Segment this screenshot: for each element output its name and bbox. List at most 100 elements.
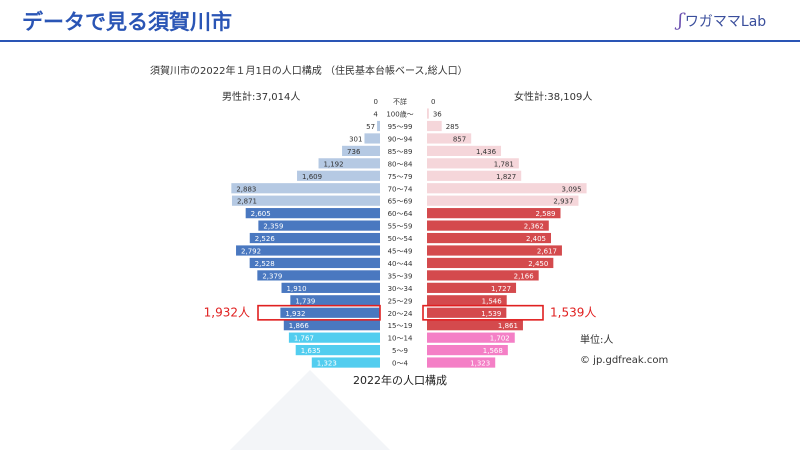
female-value-label: 1,727 — [491, 285, 511, 293]
male-bar — [288, 332, 380, 343]
male-value-label: 2,528 — [255, 260, 275, 268]
age-tick-label: 95～99 — [388, 123, 413, 131]
age-tick-label: 不詳 — [393, 97, 407, 106]
age-tick-label: 0～4 — [392, 360, 408, 368]
age-tick-label: 5～9 — [392, 347, 408, 355]
female-value-label: 2,589 — [535, 210, 555, 218]
female-value-label: 0 — [431, 98, 435, 106]
female-bar — [427, 108, 429, 119]
male-bar — [280, 307, 380, 318]
age-tick-label: 35～39 — [388, 272, 413, 280]
age-tick-label: 80～84 — [388, 160, 413, 168]
age-tick-label: 90～94 — [388, 135, 413, 143]
female-value-label: 1,436 — [476, 148, 497, 156]
male-value-label: 2,379 — [262, 272, 282, 280]
female-bar — [427, 307, 507, 318]
male-value-label: 2,871 — [237, 198, 257, 206]
female-value-label: 3,095 — [562, 185, 582, 193]
male-value-label: 2,359 — [263, 223, 283, 231]
female-bar — [427, 270, 539, 281]
age-tick-label: 75～79 — [388, 173, 413, 181]
male-bar — [290, 295, 380, 306]
female-bar — [427, 145, 502, 156]
female-bar — [427, 133, 472, 144]
age-tick-label: 45～49 — [388, 248, 413, 256]
female-highlight-box — [422, 304, 544, 321]
female-value-label: 1,568 — [483, 347, 503, 355]
age-tick-label: 40～44 — [388, 260, 413, 268]
male-value-label: 2,792 — [241, 248, 261, 256]
female-value-label: 1,827 — [496, 173, 516, 181]
female-bar — [427, 295, 507, 306]
age-tick-label: 50～54 — [388, 235, 413, 243]
female-bar — [427, 220, 549, 231]
female-value-label: 1,323 — [470, 360, 490, 368]
female-bar — [427, 232, 552, 244]
chart-caption: 2022年の人口構成 — [353, 373, 447, 387]
female-bar — [427, 282, 517, 293]
unit-label: 単位:人 — [580, 333, 613, 346]
female-value-label: 2,937 — [553, 198, 573, 206]
age-tick-label: 20～24 — [388, 310, 413, 318]
female-bar — [427, 120, 442, 132]
chart-subtitle: 須賀川市の2022年１月1日の人口構成 （住民基本台帳ベース,総人口） — [150, 64, 468, 77]
bars-layer: 不詳 0 0 100歳～ 4 36 95～99 57 285 90～94 301 857 85～89 73… — [231, 97, 587, 368]
header-divider — [0, 40, 800, 42]
male-highlight-label: 1,932人 — [204, 306, 250, 320]
female-value-label: 1,702 — [490, 335, 510, 343]
female-value-label: 1,546 — [482, 297, 503, 305]
female-value-label: 2,166 — [514, 272, 535, 280]
highlight-layer: 1,932人 1,539人 — [204, 304, 596, 321]
male-value-label: 57 — [366, 123, 375, 131]
female-total-label: 女性計:38,109人 — [514, 90, 592, 103]
male-value-label: 0 — [374, 98, 378, 106]
page-title: データで見る須賀川市 — [22, 10, 232, 34]
female-bar — [427, 320, 523, 331]
male-bar — [311, 357, 380, 368]
age-tick-label: 30～34 — [388, 285, 413, 293]
female-value-label: 36 — [433, 111, 442, 119]
male-bar — [318, 158, 380, 169]
female-value-label: 2,617 — [537, 248, 557, 256]
female-bar — [427, 195, 579, 206]
male-value-label: 1,739 — [295, 297, 315, 305]
male-value-label: 1,767 — [294, 335, 314, 343]
male-bar — [281, 282, 380, 293]
age-tick-label: 70～74 — [388, 185, 413, 193]
male-value-label: 4 — [373, 111, 378, 119]
female-bar — [427, 208, 561, 219]
credit-label: © jp.gdfreak.com — [580, 355, 668, 366]
male-bar — [236, 245, 380, 256]
female-value-label: 1,861 — [498, 322, 518, 330]
male-value-label: 736 — [347, 148, 361, 156]
female-bar — [427, 332, 515, 343]
male-bar — [257, 270, 380, 281]
male-value-label: 1,635 — [301, 347, 321, 355]
male-bar — [245, 208, 380, 219]
age-tick-label: 85～89 — [388, 148, 413, 156]
age-tick-label: 65～69 — [388, 198, 413, 206]
male-bar — [364, 133, 380, 144]
female-value-label: 1,539 — [481, 310, 501, 318]
male-bar — [342, 145, 380, 156]
male-value-label: 1,866 — [289, 322, 310, 330]
age-tick-label: 25～29 — [388, 297, 413, 305]
male-value-label: 1,609 — [302, 173, 322, 181]
age-tick-label: 55～59 — [388, 223, 413, 231]
male-total-label: 男性計:37,014人 — [222, 90, 300, 103]
female-value-label: 285 — [446, 123, 459, 131]
male-value-label: 1,932 — [285, 310, 305, 318]
age-tick-label: 60～64 — [388, 210, 413, 218]
age-tick-label: 100歳～ — [386, 110, 413, 119]
female-bar — [427, 158, 519, 169]
male-value-label: 1,910 — [287, 285, 307, 293]
header: データで見る須賀川市 ʃ ワガママLab — [0, 0, 800, 44]
age-tick-label: 10～14 — [388, 335, 413, 343]
male-bar — [377, 120, 380, 132]
male-value-label: 1,192 — [324, 160, 344, 168]
female-value-label: 2,450 — [528, 260, 548, 268]
male-value-label: 2,526 — [255, 235, 276, 243]
female-value-label: 2,405 — [526, 235, 546, 243]
male-bar — [283, 320, 380, 331]
